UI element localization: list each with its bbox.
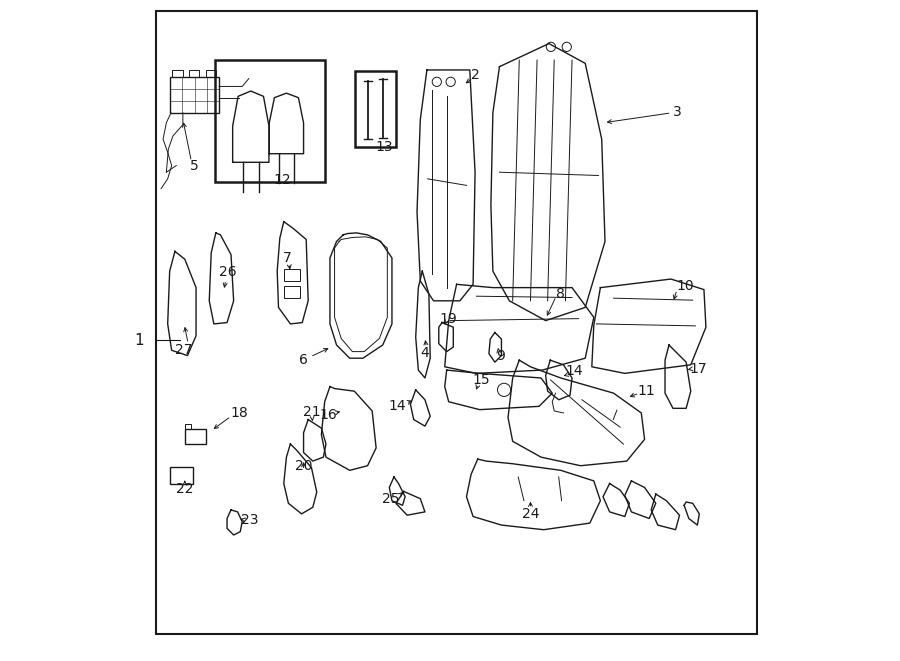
Bar [170,467,193,484]
Text: 8: 8 [556,288,565,301]
Bar [184,424,192,430]
Bar [170,77,219,113]
Text: 12: 12 [273,173,291,187]
Text: 13: 13 [375,140,393,154]
Text: 20: 20 [295,459,312,473]
Text: 9: 9 [497,348,505,363]
Text: 22: 22 [176,482,194,496]
Text: 5: 5 [190,159,198,173]
Text: 19: 19 [439,311,457,326]
Text: 14: 14 [389,399,406,413]
Bar [189,70,199,77]
Text: 6: 6 [299,353,308,367]
Text: 1: 1 [134,333,143,348]
Text: 17: 17 [689,362,706,375]
Text: 10: 10 [676,279,694,293]
Text: 21: 21 [302,405,320,419]
Bar [355,71,396,147]
Text: 24: 24 [522,507,539,521]
Text: 25: 25 [382,492,400,506]
Text: 14: 14 [565,364,583,378]
Text: 26: 26 [219,266,237,280]
Text: 27: 27 [176,343,193,358]
Text: 11: 11 [637,384,655,398]
Bar [172,70,183,77]
Text: 16: 16 [320,408,337,422]
Text: 18: 18 [230,406,248,420]
Text: 23: 23 [240,514,258,527]
Text: 15: 15 [472,373,490,387]
Text: 2: 2 [471,67,480,81]
Bar [184,430,206,444]
Text: 4: 4 [420,346,429,360]
Bar [214,60,325,182]
Bar [284,286,301,297]
Bar [206,70,217,77]
Bar [284,269,301,281]
Text: 3: 3 [673,104,682,118]
Text: 7: 7 [283,251,292,265]
